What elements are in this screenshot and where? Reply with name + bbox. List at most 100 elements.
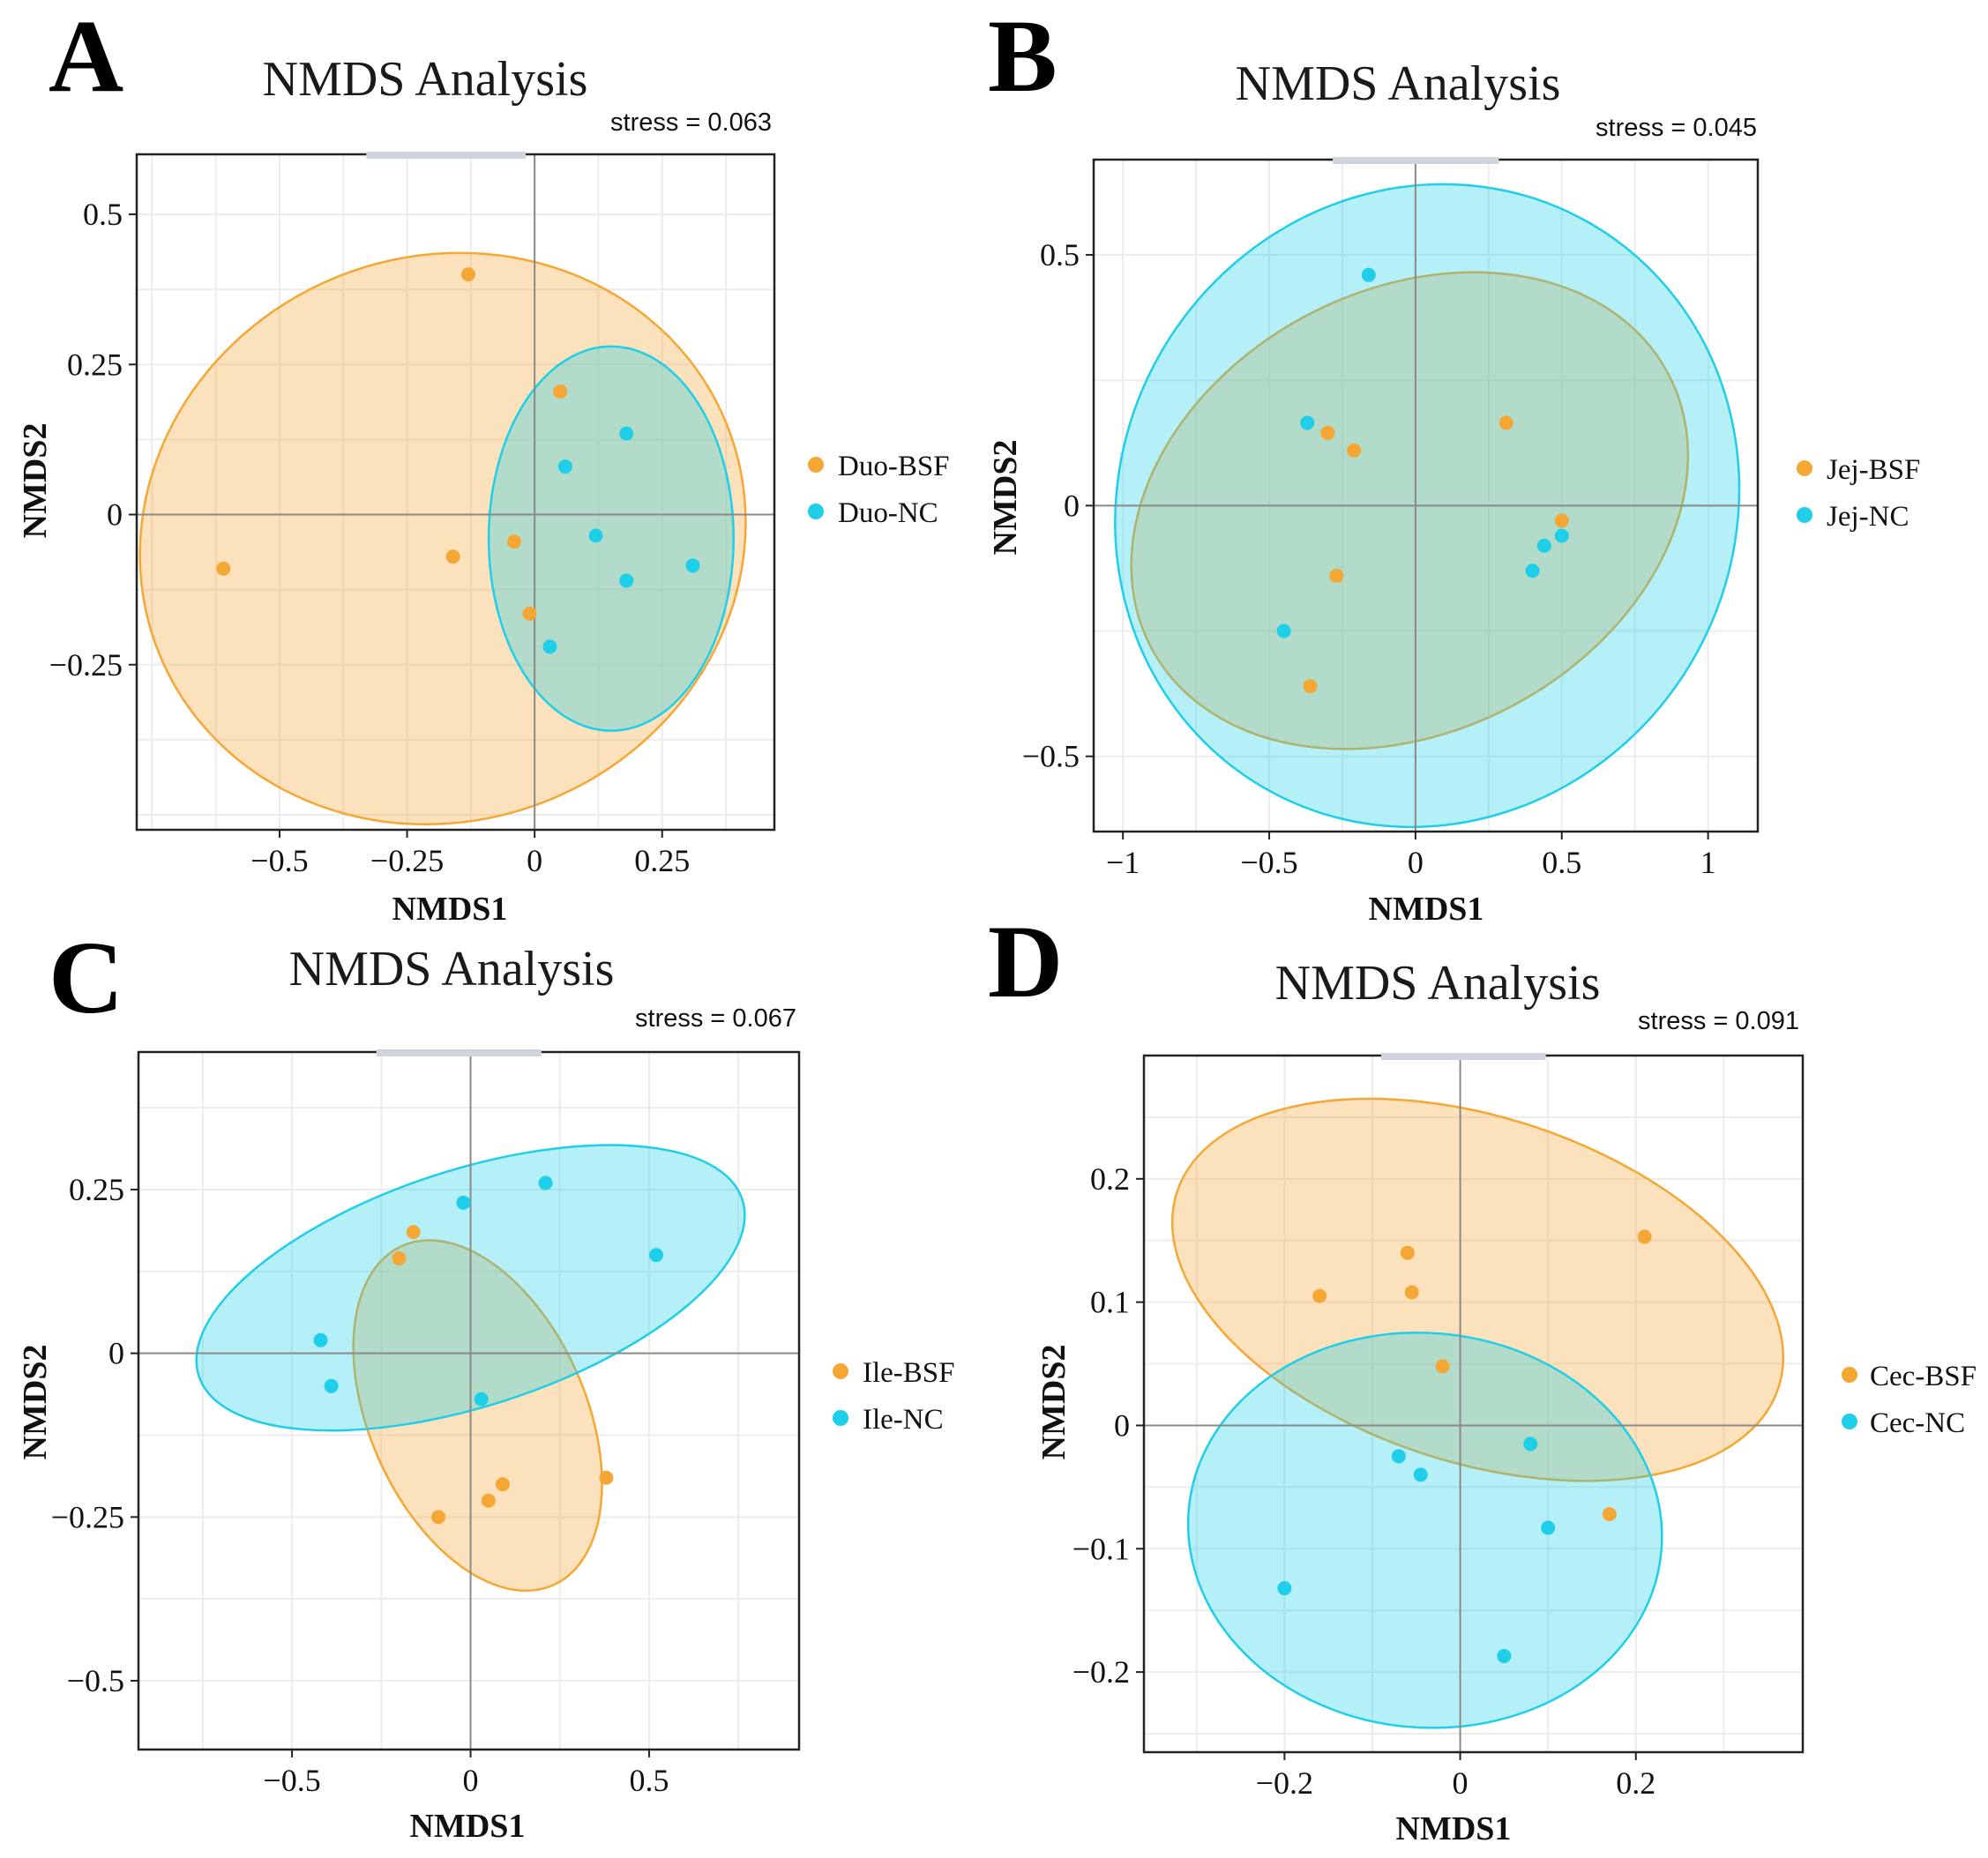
data-point-nc [685, 558, 700, 573]
x-tick-label: 0 [527, 843, 542, 878]
legend-marker-bsf-c [833, 1363, 848, 1379]
legend-label-bsf-d: Cec-BSF [1870, 1361, 1977, 1392]
x-tick-label: −0.25 [370, 843, 444, 878]
y-tick-label: −0.25 [51, 1499, 124, 1534]
panel-letter-b: B [988, 0, 1058, 114]
confidence-ellipse-nc-d [1186, 1331, 1663, 1729]
data-point-nc [1413, 1467, 1428, 1482]
y-tick-label: 0.25 [67, 347, 123, 382]
data-point-bsf [507, 534, 522, 549]
plot-area-d: −0.2 0 0.2 −0.2 −0.1 0 0.1 0.2 [1072, 1053, 1805, 1801]
panel-d: D NMDS Analysis stress = 0.091 NMDS1 NMD… [988, 904, 1977, 1847]
legend-label-bsf-a: Duo-BSF [838, 451, 950, 482]
data-point-bsf [1602, 1507, 1617, 1522]
legend-item-nc-b: Jej-NC [1797, 501, 1910, 533]
data-point-bsf [1637, 1229, 1652, 1244]
points-a [216, 267, 700, 654]
legend-item-nc-d: Cec-NC [1842, 1407, 1965, 1439]
data-point-bsf [599, 1470, 614, 1485]
y-tick-label: 0.2 [1090, 1161, 1130, 1197]
data-point-bsf [1404, 1285, 1419, 1300]
points-b [1276, 267, 1569, 694]
legend-item-nc-c: Ile-NC [833, 1404, 944, 1436]
stress-label-c: stress = 0.067 [635, 1004, 796, 1033]
legend-item-bsf-b: Jej-BSF [1797, 454, 1920, 486]
legend-d: Cec-BSF Cec-NC [1842, 1361, 1977, 1439]
confidence-ellipse-bsf-a [138, 251, 747, 825]
x-tick-label: 0 [1453, 1765, 1469, 1801]
data-point-nc [649, 1248, 664, 1263]
ellipses-a [138, 251, 747, 825]
y-tick-label: 0 [1114, 1407, 1130, 1443]
confidence-ellipse-bsf-d [1170, 1097, 1785, 1482]
data-point-nc [1536, 538, 1551, 553]
legend-item-bsf-c: Ile-BSF [833, 1357, 955, 1389]
legend-marker-bsf-a [808, 457, 824, 473]
data-point-bsf [460, 267, 475, 282]
plot-area-a: −0.5 −0.25 0 0.25 −0.25 0 0.25 0.5 [49, 152, 776, 878]
legend-label-bsf-c: Ile-BSF [863, 1357, 955, 1389]
data-point-bsf [481, 1493, 496, 1508]
panel-letter-c: C [49, 920, 123, 1035]
plot-background-d [1144, 1056, 1803, 1752]
x-tick-label: 1 [1700, 845, 1716, 880]
x-tick-label: 0.5 [1542, 845, 1581, 880]
data-point-bsf [431, 1510, 446, 1525]
points-d [1277, 1229, 1652, 1663]
y-axis-label-c: NMDS2 [17, 1345, 54, 1460]
x-axis-label-b: NMDS1 [1369, 891, 1484, 928]
x-tick-label: 0 [463, 1763, 479, 1798]
chart-title-d: NMDS Analysis [1275, 956, 1601, 1011]
data-point-bsf [1320, 425, 1335, 440]
x-axis-label-c: NMDS1 [410, 1808, 526, 1845]
y-axis-label-b: NMDS2 [987, 440, 1024, 556]
legend-label-nc-a: Duo-NC [838, 497, 938, 529]
data-point-bsf [1312, 1288, 1327, 1303]
x-tick-label: −0.5 [263, 1763, 320, 1798]
y-axis-label-d: NMDS2 [1035, 1345, 1072, 1460]
y-axis-label-a: NMDS2 [17, 423, 54, 539]
data-point-bsf [1554, 513, 1569, 528]
x-tick-label: 0.5 [629, 1763, 669, 1798]
y-tick-label: 0.25 [69, 1172, 124, 1207]
y-tick-label: −0.1 [1072, 1531, 1130, 1566]
data-point-nc [1541, 1520, 1556, 1535]
data-point-bsf [1435, 1359, 1450, 1374]
legend-item-bsf-d: Cec-BSF [1842, 1361, 1977, 1392]
y-tick-label: 0.1 [1090, 1285, 1130, 1320]
plot-top-bar-a [366, 152, 527, 159]
x-tick-label: −0.5 [250, 843, 308, 878]
data-point-nc [1497, 1648, 1512, 1663]
data-point-nc [313, 1332, 328, 1347]
data-point-nc [1554, 528, 1569, 543]
confidence-ellipse-bsf-b [1130, 271, 1690, 750]
y-tick-label: −0.2 [1072, 1654, 1130, 1690]
stress-label-a: stress = 0.063 [610, 108, 772, 137]
data-point-bsf [406, 1225, 421, 1240]
y-tick-label: 0 [107, 497, 123, 533]
x-tick-label: −0.2 [1256, 1765, 1313, 1801]
data-point-bsf [445, 549, 460, 564]
data-point-bsf [1303, 679, 1318, 694]
y-tick-label: −0.25 [49, 647, 123, 683]
data-point-nc [1361, 267, 1376, 282]
panel-a: A NMDS Analysis stress = 0.063 NMDS1 NMD… [17, 0, 950, 928]
data-point-nc [557, 459, 572, 474]
x-tick-label: −0.5 [1240, 845, 1297, 880]
legend-b: Jej-BSF Jej-NC [1797, 454, 1920, 533]
panel-letter-a: A [49, 0, 123, 114]
x-tick-label: 0 [1408, 845, 1424, 880]
y-tick-label: 0 [108, 1336, 124, 1371]
data-point-nc [619, 426, 634, 441]
data-point-nc [324, 1378, 339, 1393]
x-axis-label-d: NMDS1 [1396, 1810, 1512, 1847]
y-tick-label: −0.5 [1022, 739, 1080, 774]
plot-background-c [138, 1052, 799, 1750]
grid-c [138, 1052, 799, 1750]
data-point-nc [1277, 1581, 1292, 1596]
data-point-bsf [392, 1250, 407, 1265]
data-point-nc [1523, 1436, 1538, 1451]
panel-b: B NMDS Analysis stress = 0.045 NMDS1 NMD… [987, 0, 1920, 928]
data-point-nc [619, 573, 634, 588]
legend-marker-nc-d [1842, 1414, 1857, 1429]
